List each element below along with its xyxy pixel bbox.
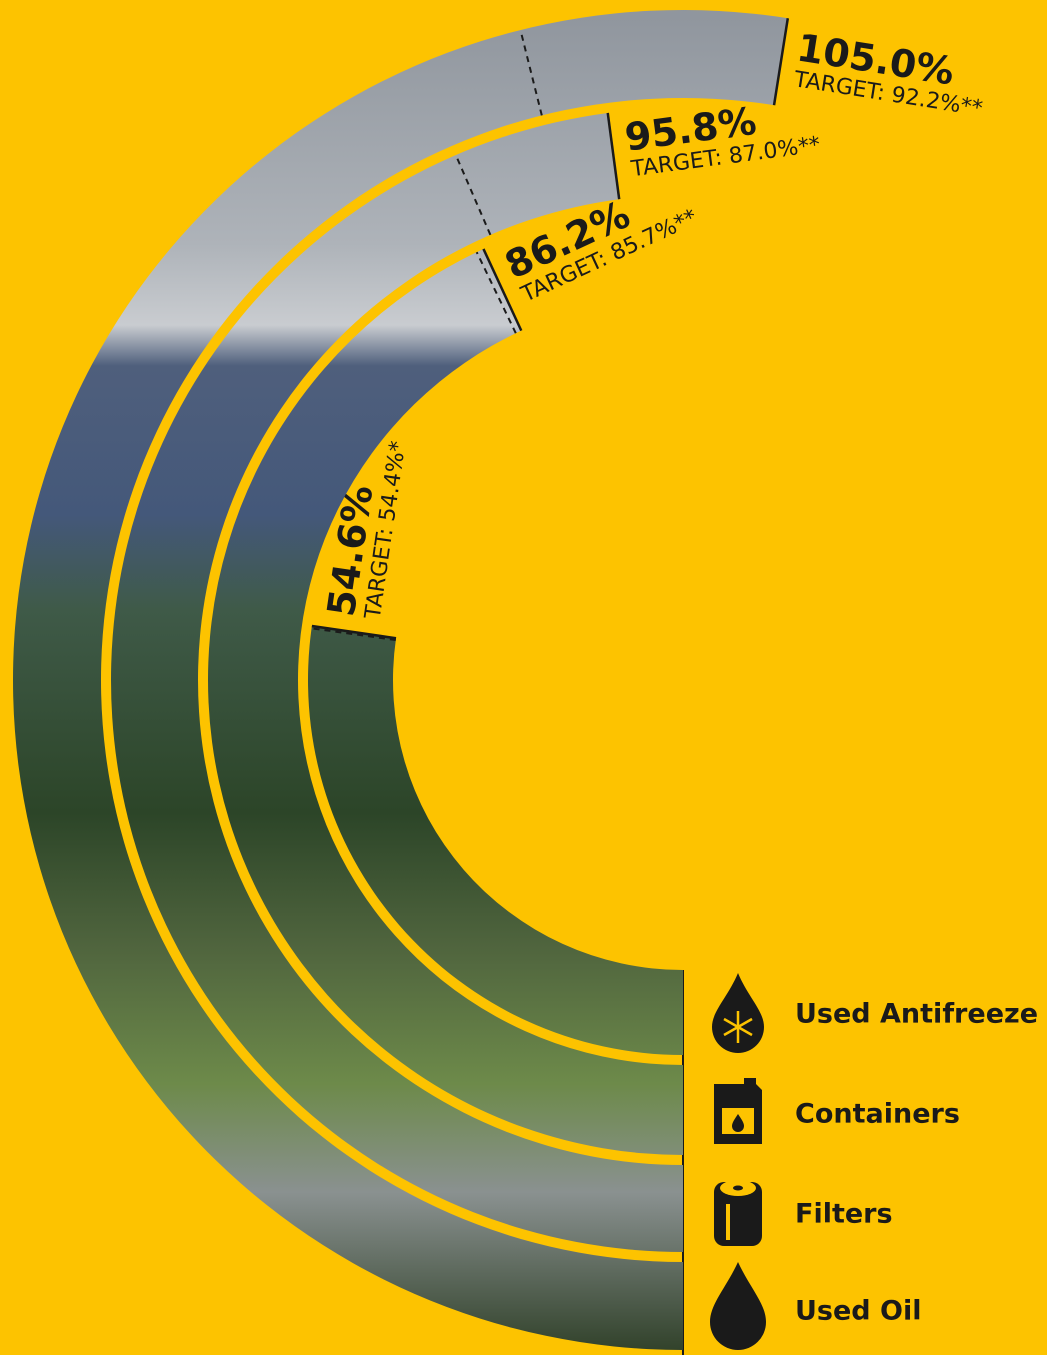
target-line	[311, 627, 396, 642]
legend-label: Filters	[795, 1199, 893, 1230]
legend: Used Antifreeze Containers Filters Used Oil	[710, 973, 1038, 1350]
bar	[13, 10, 788, 1350]
label-group: 95.8%TARGET: 87.0%**	[622, 99, 821, 183]
bar-end	[482, 248, 523, 332]
antifreeze-icon	[712, 973, 764, 1053]
target-line	[519, 29, 543, 116]
bar-end	[606, 112, 621, 200]
legend-label: Used Antifreeze	[795, 999, 1038, 1030]
legend-label: Used Oil	[795, 1296, 922, 1327]
bar-end	[772, 18, 790, 106]
bar-end	[311, 624, 397, 640]
containers-icon	[714, 1078, 762, 1144]
bar	[208, 248, 683, 1156]
target-line	[475, 251, 517, 334]
bar	[111, 112, 684, 1252]
filters-icon	[714, 1180, 762, 1246]
legend-label: Containers	[795, 1099, 960, 1130]
oil-icon	[710, 1262, 766, 1350]
target-line	[454, 154, 492, 236]
bar	[308, 625, 683, 1055]
